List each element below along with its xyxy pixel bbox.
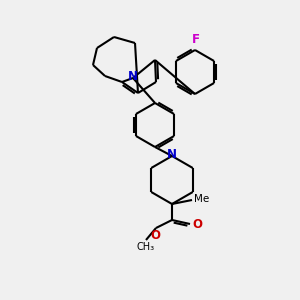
- Text: Me: Me: [194, 194, 209, 204]
- Text: F: F: [192, 33, 200, 46]
- Text: O: O: [150, 229, 160, 242]
- Text: N: N: [128, 70, 138, 83]
- Text: CH₃: CH₃: [137, 242, 155, 252]
- Text: O: O: [192, 218, 202, 230]
- Text: N: N: [167, 148, 177, 161]
